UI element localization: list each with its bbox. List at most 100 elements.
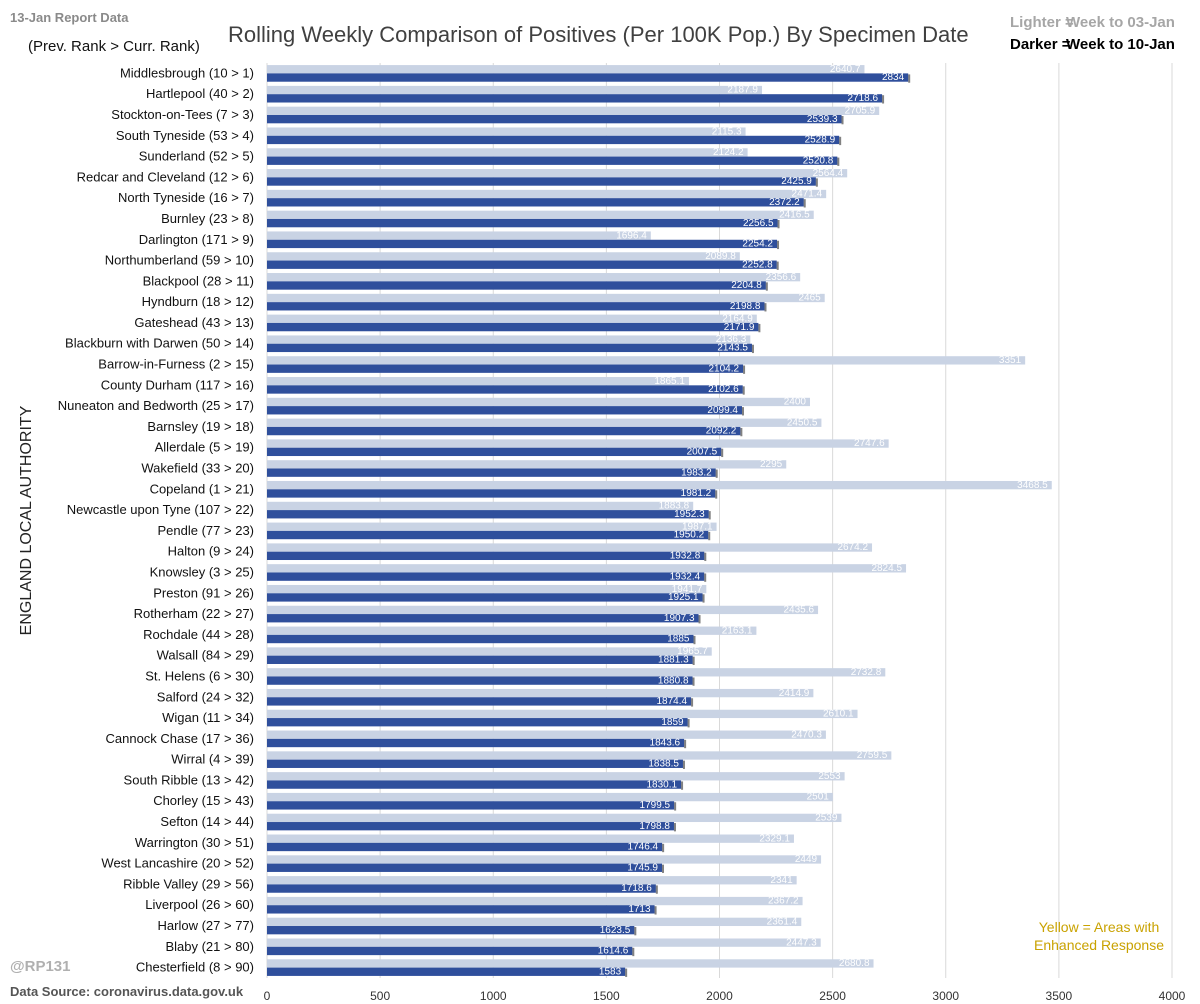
category-label: Warrington (30 > 51) (135, 835, 254, 850)
bar-prev-label: 2361.4 (767, 917, 798, 928)
bar-curr-week (267, 718, 688, 727)
bar-prev-week (267, 688, 814, 698)
bar-curr-shadow (721, 448, 724, 458)
bar-curr-shadow (687, 719, 690, 728)
bar-curr-label: 1925.1 (668, 592, 699, 603)
category-label: Harlow (27 > 77) (158, 918, 254, 933)
bar-curr-shadow (684, 739, 687, 749)
category-label: Cannock Chase (17 > 36) (105, 731, 254, 746)
category-label: Sunderland (52 > 5) (139, 149, 254, 164)
bar-curr-week (267, 426, 741, 436)
bar-curr-week (267, 634, 694, 644)
x-tick-label: 3000 (932, 989, 959, 1003)
bar-prev-label: 2732.8 (851, 667, 882, 678)
bar-curr-label: 1983.2 (681, 467, 712, 478)
bar-prev-label: 2680.8 (839, 958, 870, 969)
bar-curr-week (267, 801, 675, 810)
bar-prev-label: 2539 (815, 813, 838, 824)
bar-prev-week (267, 792, 833, 802)
bar-prev-week (267, 605, 819, 615)
bar-curr-shadow (662, 843, 665, 853)
bar-curr-label: 1907.3 (664, 613, 695, 624)
bar-curr-shadow (698, 615, 701, 624)
bar-curr-week (267, 364, 744, 373)
bar-curr-week (267, 260, 777, 269)
data-source: Data Source: coronavirus.data.gov.uk (10, 984, 244, 999)
bar-prev-label: 2367.2 (768, 896, 799, 907)
bar-curr-label: 2254.2 (742, 239, 773, 250)
bar-curr-label: 2102.6 (708, 384, 739, 395)
bar-curr-shadow (692, 677, 695, 686)
bar-curr-shadow (715, 490, 718, 499)
bar-curr-week (267, 156, 838, 165)
legend-current-week: Darker =Week to 10-Jan (1010, 36, 1175, 53)
bar-curr-label: 1932.8 (670, 551, 701, 562)
bar-prev-week (267, 543, 873, 552)
bar-curr-label: 2718.6 (847, 93, 878, 104)
bar-curr-shadow (764, 303, 767, 312)
category-label: Allerdale (5 > 19) (155, 440, 254, 455)
bar-curr-label: 2256.5 (743, 218, 774, 229)
bar-prev-week (267, 189, 827, 199)
bar-prev-label: 2416.5 (779, 209, 810, 220)
bar-prev-label: 3468.5 (1017, 480, 1048, 491)
bar-prev-label: 2759.5 (857, 750, 888, 761)
category-label: Liverpool (26 > 60) (145, 897, 254, 912)
bar-curr-week (267, 177, 816, 186)
bar-curr-week (267, 842, 663, 852)
x-tick-label: 1500 (593, 989, 620, 1003)
bar-curr-week (267, 967, 626, 976)
bar-curr-label: 1713 (628, 904, 651, 915)
bar-curr-week (267, 385, 743, 394)
category-label: Northumberland (59 > 10) (105, 253, 254, 268)
bar-curr-week (267, 468, 716, 477)
category-label: Halton (9 > 24) (168, 544, 254, 559)
bar-prev-week (267, 501, 694, 511)
bar-prev-label: 2610.1 (823, 709, 854, 720)
bar-curr-shadow (765, 282, 768, 291)
bar-prev-label: 2400 (784, 397, 807, 408)
bar-prev-week (267, 876, 797, 885)
bar-curr-label: 1880.8 (658, 675, 689, 686)
bar-curr-week (267, 884, 656, 893)
bar-curr-label: 2204.8 (731, 280, 762, 291)
bar-curr-label: 1843.6 (650, 738, 681, 749)
category-label: Rochdale (44 > 28) (143, 627, 254, 642)
bar-prev-label: 2747.6 (854, 438, 885, 449)
category-label: Sefton (14 > 44) (160, 814, 254, 829)
bar-curr-week (267, 697, 692, 706)
category-label: Walsall (84 > 29) (157, 648, 254, 663)
legend-current-key: Darker = (1010, 36, 1071, 53)
enhanced-response-line2: Enhanced Response (1034, 937, 1164, 953)
category-label: Ribble Valley (29 > 56) (123, 876, 254, 891)
bar-curr-shadow (654, 906, 657, 915)
bar-curr-shadow (691, 698, 694, 707)
bar-curr-shadow (708, 531, 711, 541)
category-label: Blackburn with Darwen (50 > 14) (65, 336, 254, 351)
bar-curr-week (267, 510, 709, 519)
category-label: Preston (91 > 26) (153, 585, 254, 600)
bar-curr-label: 1745.9 (627, 862, 658, 873)
bar-curr-label: 1614.6 (598, 946, 629, 957)
bar-prev-label: 1883.8 (659, 501, 690, 512)
bar-curr-label: 2528.9 (805, 135, 836, 146)
category-label: Rotherham (22 > 27) (134, 606, 254, 621)
bar-prev-week (267, 460, 787, 469)
bar-prev-label: 1865.1 (654, 376, 685, 387)
bar-curr-label: 2007.5 (687, 447, 718, 458)
bar-prev-week (267, 293, 825, 303)
y-axis-title: ENGLAND LOCAL AUTHORITY (18, 405, 35, 635)
bar-curr-week (267, 343, 752, 353)
category-label: Redcar and Cleveland (12 > 6) (77, 169, 254, 184)
bar-prev-label: 2164.9 (722, 313, 753, 324)
bar-prev-week (267, 252, 740, 261)
bar-curr-week (267, 239, 778, 249)
category-label: West Lancashire (20 > 52) (101, 856, 254, 871)
bar-curr-week (267, 447, 722, 457)
bar-prev-label: 2450.5 (787, 417, 818, 428)
x-tick-label: 3500 (1046, 989, 1073, 1003)
bar-prev-label: 1941.7 (672, 584, 703, 595)
bar-prev-week (267, 855, 822, 864)
category-label: Burnley (23 > 8) (161, 211, 254, 226)
category-label: Wakefield (33 > 20) (141, 461, 254, 476)
